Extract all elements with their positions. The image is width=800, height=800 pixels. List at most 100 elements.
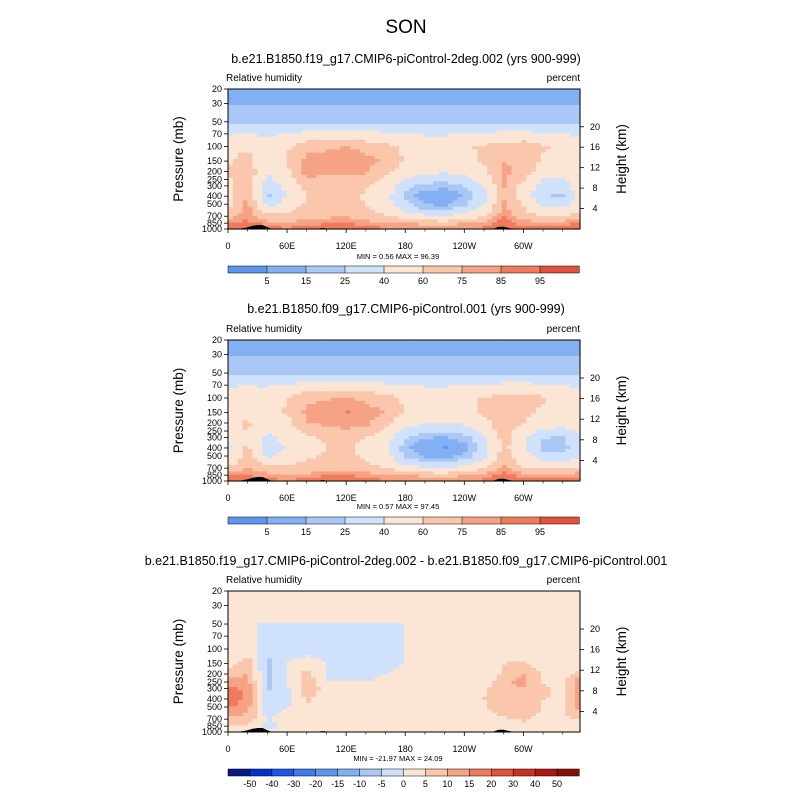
- field-cell: [482, 165, 488, 170]
- field-cell: [330, 362, 337, 367]
- field-cell: [399, 197, 405, 201]
- field-cell: [257, 101, 263, 106]
- field-cell: [247, 219, 254, 224]
- field-cell: [325, 372, 332, 376]
- field-cell: [443, 343, 449, 347]
- field-cell: [550, 92, 557, 96]
- field-cell: [472, 171, 478, 176]
- field-cell: [408, 143, 415, 147]
- field-cell: [531, 92, 537, 96]
- field-cell: [394, 206, 400, 211]
- field-cell: [570, 124, 576, 128]
- field-cell: [335, 149, 342, 154]
- field-cell: [433, 136, 439, 141]
- field-cell: [536, 171, 542, 176]
- field-cell: [389, 219, 395, 224]
- field-cell: [560, 187, 566, 192]
- field-cell: [291, 171, 298, 176]
- field-cell: [281, 146, 288, 151]
- field-cell: [555, 165, 562, 170]
- field-cell: [369, 197, 376, 201]
- field-cell: [267, 139, 273, 144]
- field-cell: [389, 378, 395, 383]
- field-cell: [404, 365, 410, 370]
- field-cell: [281, 174, 288, 179]
- field-cell: [418, 349, 425, 354]
- field-cell: [345, 174, 351, 179]
- field-cell: [418, 190, 425, 195]
- field-cell: [536, 349, 542, 354]
- field-cell: [404, 349, 410, 354]
- field-cell: [575, 219, 581, 224]
- height-tick-label: 16: [590, 142, 600, 152]
- field-cell: [540, 155, 547, 160]
- field-cell: [286, 184, 293, 189]
- field-cell: [501, 194, 508, 198]
- field-cell: [418, 184, 425, 189]
- field-cell: [521, 194, 527, 198]
- field-cell: [433, 197, 439, 201]
- field-cell: [364, 216, 371, 221]
- field-cell: [413, 111, 420, 116]
- field-cell: [384, 194, 390, 198]
- field-cell: [311, 168, 317, 173]
- field-cell: [496, 219, 503, 224]
- x-tick-label: 60W: [514, 241, 533, 251]
- field-cell: [364, 159, 371, 163]
- field-cell: [306, 184, 312, 189]
- field-cell: [570, 162, 576, 166]
- field-cell: [404, 362, 410, 367]
- field-cell: [330, 92, 337, 96]
- field-cell: [330, 184, 337, 189]
- field-cell: [531, 222, 537, 227]
- field-cell: [487, 152, 493, 157]
- field-cell: [325, 365, 332, 370]
- field-cell: [570, 117, 576, 122]
- field-cell: [438, 187, 444, 192]
- field-cell: [301, 104, 307, 109]
- field-cell: [516, 206, 522, 211]
- field-cell: [492, 352, 498, 357]
- field-cell: [340, 114, 346, 119]
- field-cell: [257, 152, 263, 157]
- field-cell: [355, 149, 361, 154]
- field-cell: [237, 225, 244, 230]
- field-cell: [340, 372, 346, 376]
- field-cell: [374, 124, 381, 128]
- field-cell: [570, 111, 576, 116]
- field-cell: [242, 98, 249, 103]
- field-cell: [526, 356, 532, 360]
- field-cell: [340, 171, 346, 176]
- field-cell: [560, 89, 566, 93]
- field-cell: [276, 133, 283, 138]
- field-cell: [467, 130, 474, 135]
- field-cell: [232, 190, 239, 195]
- field-cell: [340, 187, 346, 192]
- field-cell: [492, 162, 498, 166]
- field-cell: [482, 190, 488, 195]
- field-cell: [252, 133, 258, 138]
- field-cell: [311, 162, 317, 166]
- field-cell: [570, 372, 576, 376]
- field-cell: [355, 178, 361, 182]
- field-cell: [369, 162, 376, 166]
- field-cell: [438, 352, 444, 357]
- field-cell: [340, 365, 346, 370]
- field-cell: [477, 171, 483, 176]
- field-cell: [516, 359, 522, 364]
- field-cell: [340, 375, 346, 380]
- field-cell: [443, 95, 449, 100]
- field-cell: [330, 209, 337, 214]
- field-cell: [536, 95, 542, 100]
- field-cell: [487, 346, 493, 351]
- field-cell: [448, 124, 454, 128]
- field-cell: [570, 130, 576, 135]
- field-cell: [262, 200, 268, 205]
- field-cell: [340, 117, 346, 122]
- field-cell: [252, 101, 258, 106]
- field-cell: [320, 117, 327, 122]
- field-cell: [516, 216, 522, 221]
- field-cell: [408, 178, 415, 182]
- field-cell: [565, 152, 571, 157]
- field-cell: [408, 174, 415, 179]
